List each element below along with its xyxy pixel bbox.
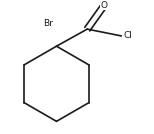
Text: O: O: [101, 1, 108, 10]
Text: Br: Br: [43, 19, 53, 29]
Text: Cl: Cl: [124, 31, 133, 40]
